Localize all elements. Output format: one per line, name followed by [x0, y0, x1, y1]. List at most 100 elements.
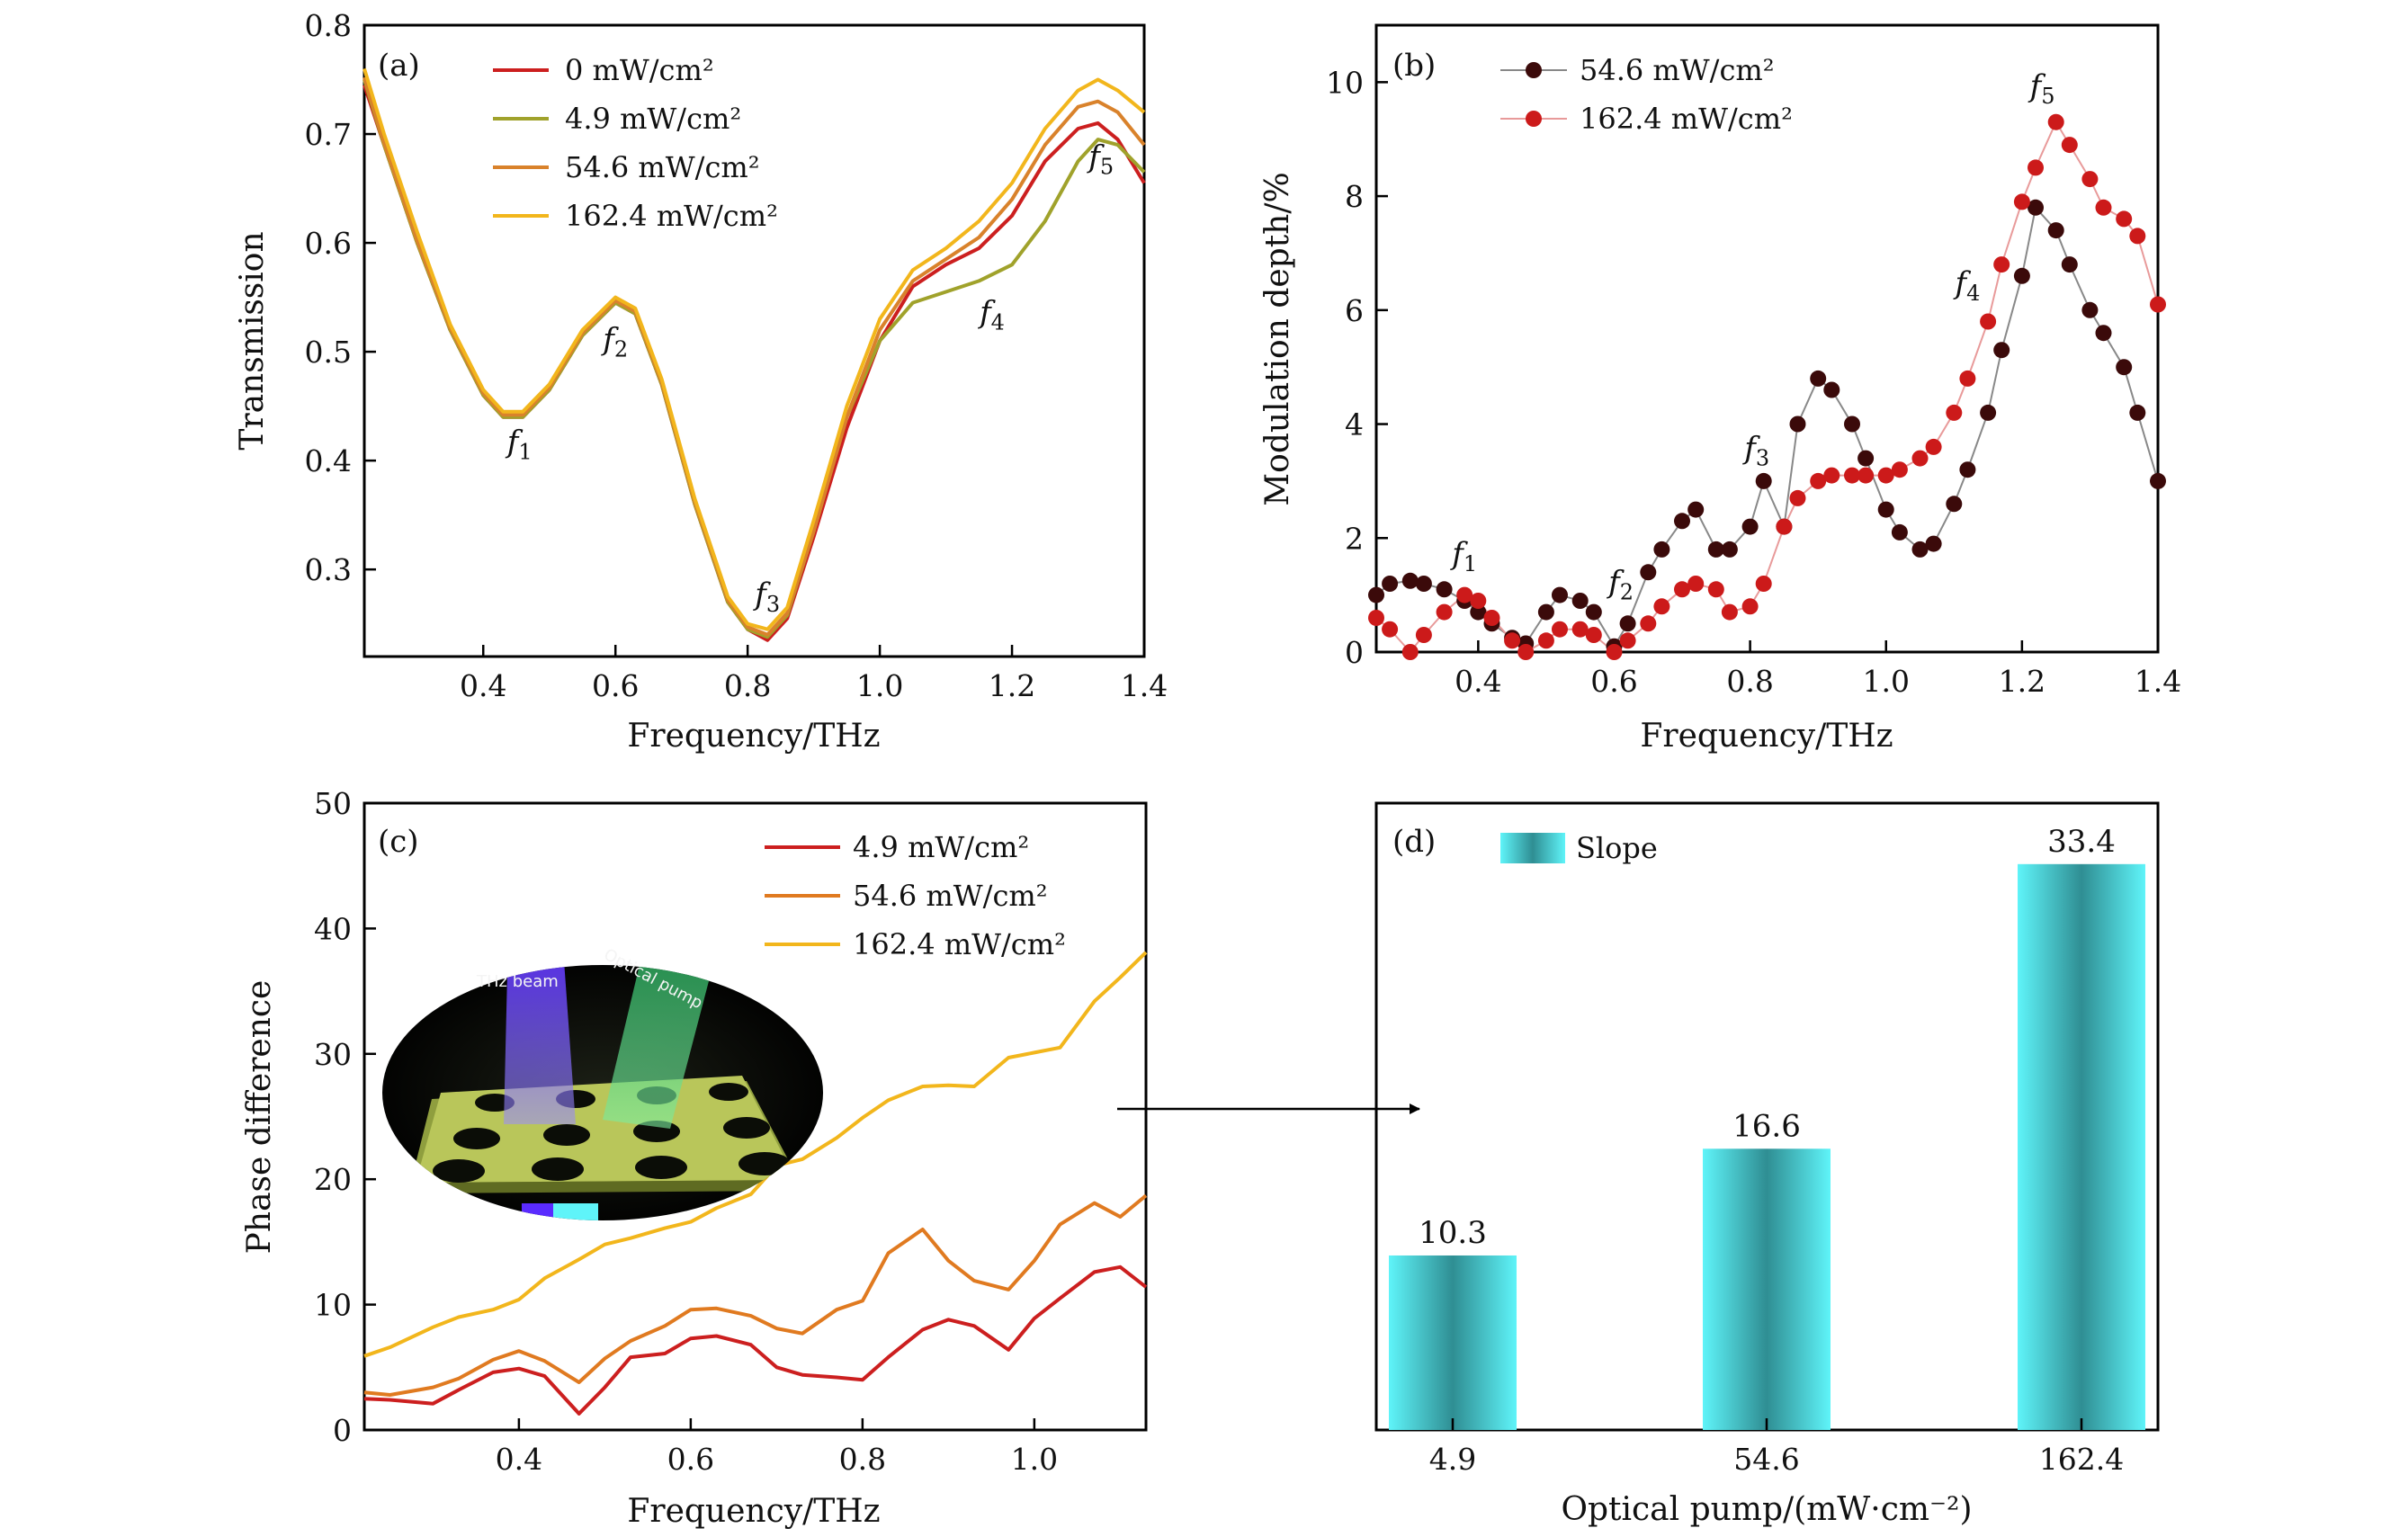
x-tick-label: 1.2 [989, 668, 1035, 703]
inset-illustration: THz beam Optical pump [382, 945, 823, 1220]
metasurface-edge [414, 1180, 799, 1193]
data-point [2081, 301, 2099, 318]
data-point [1585, 627, 1602, 643]
panel-a-transmission: 0.4 0.6 0.8 1.0 1.2 1.4 0.3 0.4 0.5 0.6 0.7 0.8 f1 f… [234, 8, 1168, 755]
inset-blue-strip [522, 1203, 553, 1220]
x-tick-label: 1.0 [856, 668, 903, 703]
plot-frame [1374, 23, 2160, 654]
data-point [1619, 632, 1636, 649]
data-point [1810, 472, 1827, 489]
hole [709, 1083, 748, 1101]
data-point [1483, 610, 1500, 626]
series-line [363, 1193, 1148, 1397]
data-point [2095, 325, 2112, 342]
data-point [1619, 615, 1636, 632]
panel-label: (d) [1392, 824, 1436, 860]
x-tick-label: 0.6 [592, 668, 639, 703]
data-point [1891, 461, 1908, 478]
y-tick-label: 10 [314, 1288, 352, 1323]
data-point [1517, 644, 1535, 660]
legend-entry: 162.4 mW/cm² [853, 927, 1066, 961]
legend-entry: 4.9 mW/cm² [565, 102, 741, 136]
x-axis-label: Frequency/THz [1640, 718, 1893, 755]
data-point [1436, 581, 1453, 598]
data-point [1640, 615, 1657, 632]
legend-entry: 54.6 mW/cm² [853, 879, 1048, 913]
data-point [1537, 632, 1554, 649]
peak-label-subscript: 2 [1620, 579, 1634, 604]
y-tick-label: 10 [1326, 65, 1364, 100]
data-point [2061, 256, 2078, 273]
hole [723, 1117, 770, 1139]
data-point [1687, 576, 1705, 592]
data-point [1891, 523, 1908, 541]
y-tick-label: 0.3 [305, 552, 352, 587]
data-point [1823, 467, 1840, 484]
legend-entry: 54.6 mW/cm² [565, 150, 760, 184]
data-point [2047, 222, 2064, 239]
panel-b-modulation-depth: 0.4 0.6 0.8 1.0 1.2 1.4 0 2 4 6 8 10 f1 f2 f3 f4 f5 (b)… [1259, 23, 2181, 755]
x-tick-label: 0.8 [1726, 664, 1773, 699]
data-point [1741, 598, 1759, 615]
data-point [1959, 370, 1976, 387]
peak-label: f5 [2028, 68, 2055, 109]
data-point [1552, 586, 1568, 603]
y-tick-label: 0.8 [305, 8, 352, 43]
hole [532, 1157, 584, 1181]
series-line [363, 67, 1146, 631]
data-point [1755, 472, 1772, 489]
data-point [1789, 489, 1806, 506]
data-point [1823, 381, 1840, 398]
x-axis-label: Frequency/THz [627, 718, 880, 755]
hole [739, 1152, 791, 1175]
hole [433, 1159, 485, 1183]
thz-beam [504, 965, 576, 1124]
peak-label-subscript: 3 [766, 592, 780, 617]
peak-label: f5 [1086, 139, 1114, 179]
data-point [1653, 598, 1670, 615]
data-point [1911, 450, 1929, 467]
y-tick-label: 4 [1345, 407, 1364, 442]
y-tick-label: 30 [314, 1037, 352, 1072]
bar-value-label: 10.3 [1419, 1215, 1487, 1251]
x-tick-label: 1.0 [1862, 664, 1909, 699]
data-point [1707, 581, 1724, 598]
data-point [2028, 159, 2044, 176]
x-tick-label: 0.8 [839, 1442, 886, 1477]
bar-value-label: 16.6 [1732, 1108, 1801, 1144]
x-axis-label: Frequency/THz [627, 1493, 880, 1530]
bar-value-label: 33.4 [2047, 824, 2116, 860]
panel-c-phase-difference: 0.4 0.6 0.8 1.0 0 10 20 30 40 50 (c) 4.9 mW/cm² 5… [241, 786, 1148, 1530]
data-point [1946, 404, 1963, 421]
panel-label: (a) [378, 48, 420, 84]
peak-label: f1 [1449, 536, 1477, 576]
data-point [2013, 193, 2030, 210]
bar [1703, 1148, 1831, 1430]
data-point [1653, 541, 1670, 558]
peak-label: f2 [600, 322, 628, 362]
peak-label: f4 [977, 294, 1005, 335]
x-tick-label: 0.4 [460, 668, 506, 703]
x-tick-label: 1.2 [1999, 664, 2045, 699]
data-point [1470, 603, 1487, 621]
data-point [1415, 576, 1432, 592]
data-point [1721, 603, 1738, 621]
data-point [1857, 467, 1875, 484]
data-point [1368, 610, 1384, 626]
optical-pump-beam [603, 965, 720, 1129]
peak-label: f1 [505, 424, 533, 464]
legend-entry: Slope [1576, 831, 1658, 865]
data-point [2129, 228, 2146, 245]
bars: 10.3 4.9 16.6 54.6 33.4 162.4 [1389, 824, 2145, 1477]
data-point [2150, 296, 2166, 313]
peak-label: f2 [1606, 564, 1634, 604]
legend: 4.9 mW/cm² 54.6 mW/cm² 162.4 mW/cm² [765, 830, 1066, 961]
data-point [2013, 267, 2030, 284]
data-point [1993, 256, 2010, 273]
data-point [1844, 467, 1860, 484]
y-tick-label: 40 [314, 911, 352, 946]
peak-label: f4 [1952, 265, 1980, 306]
y-tick-label: 0 [1345, 635, 1364, 670]
axis-ticks: 0.4 0.6 0.8 1.0 1.2 1.4 0 2 4 6 8 10 [1326, 65, 2181, 699]
data-point [1640, 564, 1657, 581]
